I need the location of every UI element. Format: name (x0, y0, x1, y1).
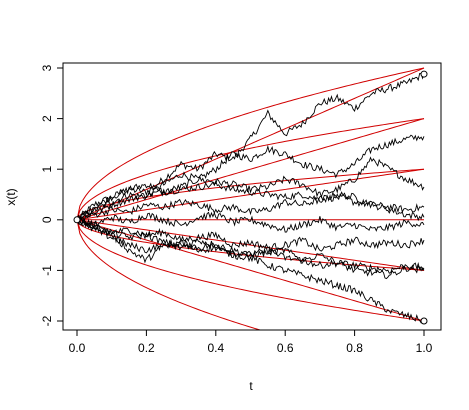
end-marker-1 (420, 70, 428, 78)
path-series-9 (76, 216, 425, 280)
y-tick-label: 3 (40, 64, 54, 71)
y-axis: -2 -1 0 1 2 3 (40, 64, 63, 326)
boundary-curves (76, 67, 425, 330)
x-axis-label: t (249, 379, 253, 393)
end-markers (73, 70, 428, 325)
y-tick-label: 2 (40, 115, 54, 122)
boundary-curve-11 (76, 219, 425, 271)
boundary-curve-9 (76, 118, 425, 221)
x-tick-label: 0.8 (346, 341, 363, 355)
x-tick-label: 0.0 (69, 341, 86, 355)
boundary-curve-4 (76, 219, 425, 271)
start-marker (73, 216, 81, 224)
path-series-10 (76, 218, 425, 324)
path-series-1 (76, 72, 425, 221)
x-tick-label: 0.2 (138, 341, 155, 355)
x-tick-label: 1.0 (416, 341, 433, 355)
boundary-curve-12 (76, 219, 425, 322)
x-axis: 0.0 0.2 0.4 0.6 0.8 1.0 (69, 330, 433, 355)
plot-frame (62, 62, 442, 331)
y-tick-label: -2 (40, 315, 54, 326)
x-tick-label: 0.4 (207, 341, 224, 355)
y-tick-label: -1 (40, 265, 54, 276)
end-marker-2 (420, 317, 428, 325)
path-series-5 (76, 190, 425, 223)
path-series-2 (76, 134, 425, 221)
path-series-6 (76, 211, 425, 233)
boundary-curve-1 (76, 168, 425, 221)
y-tick-label: 0 (40, 216, 54, 223)
boundary-curve-2 (76, 118, 425, 220)
boundary-curve-5 (76, 219, 425, 322)
boundary-curve-6 (76, 219, 262, 330)
x-tick-label: 0.6 (277, 341, 294, 355)
boundary-curve-3 (76, 67, 425, 220)
path-series-4 (76, 179, 425, 222)
path-series-3 (76, 156, 425, 220)
y-tick-label: 1 (40, 166, 54, 173)
random-walk-paths (76, 72, 425, 324)
y-axis-label: x(t) (4, 188, 18, 205)
